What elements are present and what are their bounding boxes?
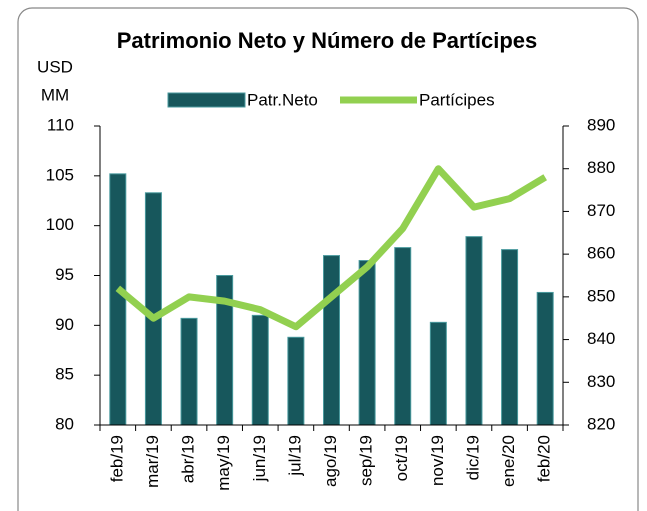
bar — [501, 249, 519, 426]
y2-tick-label: 830 — [587, 372, 615, 391]
x-tick-label: jul/19 — [285, 435, 304, 477]
y-tick-label: 90 — [55, 315, 74, 334]
y2-tick-label: 860 — [587, 244, 615, 263]
x-tick-label: abr/19 — [179, 435, 198, 483]
y-tick-label: 85 — [55, 365, 74, 384]
bar — [394, 247, 412, 426]
y-tick-label: 100 — [46, 215, 74, 234]
bar — [536, 291, 554, 426]
chart-title: Patrimonio Neto y Número de Partícipes — [117, 28, 538, 53]
x-tick-label: may/19 — [214, 435, 233, 491]
y-axis-label: MM — [41, 85, 69, 104]
x-tick-label: feb/20 — [535, 435, 554, 482]
bar — [287, 336, 305, 426]
bar — [144, 192, 162, 426]
bar — [465, 236, 483, 426]
y2-tick-label: 890 — [587, 115, 615, 134]
y2-tick-label: 880 — [587, 158, 615, 177]
legend-swatch — [167, 92, 246, 108]
bar — [429, 321, 447, 426]
y2-tick-label: 820 — [587, 414, 615, 433]
y-tick-label: 80 — [55, 414, 74, 433]
y2-tick-label: 850 — [587, 286, 615, 305]
bar — [323, 255, 340, 426]
bar — [180, 317, 198, 426]
legend-label: Partícipes — [419, 90, 495, 109]
x-tick-label: mar/19 — [143, 435, 162, 488]
x-tick-label: dic/19 — [463, 435, 482, 480]
x-tick-label: sep/19 — [357, 435, 376, 486]
y-tick-label: 110 — [47, 115, 74, 134]
bar — [109, 173, 127, 426]
x-tick-label: ago/19 — [321, 435, 340, 487]
y-tick-label: 105 — [46, 165, 74, 184]
bar — [358, 260, 376, 426]
y-axis-label: USD — [37, 57, 73, 76]
x-tick-label: nov/19 — [428, 435, 447, 486]
y2-tick-label: 870 — [587, 201, 615, 220]
y2-tick-label: 840 — [587, 329, 615, 348]
x-tick-label: ene/20 — [499, 435, 518, 487]
line-series — [115, 165, 547, 331]
x-tick-label: feb/19 — [107, 435, 126, 482]
legend-label: Patr.Neto — [247, 90, 318, 109]
y-tick-label: 95 — [55, 265, 74, 284]
x-tick-label: oct/19 — [392, 435, 411, 481]
bar — [251, 314, 269, 426]
x-tick-label: jun/19 — [250, 435, 269, 482]
